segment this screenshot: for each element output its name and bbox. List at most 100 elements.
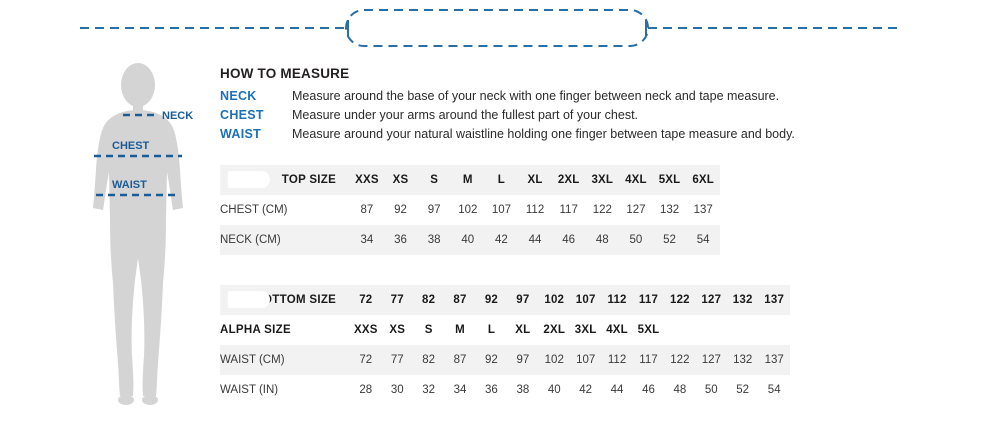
alpha-size-cell: XS	[389, 324, 406, 336]
table-row: WAIST (IN) 28 30 32 34 36 38 40 42 44 46…	[220, 375, 790, 405]
alpha-size-cell: 5XL	[637, 324, 660, 336]
table-cell: 50	[704, 384, 718, 396]
bottom-size-header-cell: 127	[701, 294, 722, 306]
table-cell: 30	[390, 384, 404, 396]
table-cell: 46	[562, 234, 576, 246]
top-size-header-cell: L	[497, 174, 506, 186]
measure-instruction-chest: CHEST Measure under your arms around the…	[220, 107, 990, 124]
bottom-size-header-cell: 102	[544, 294, 565, 306]
table-cell: 42	[495, 234, 508, 246]
measure-instruction-waist: WAIST Measure around your natural waistl…	[220, 126, 990, 143]
top-size-header-cell: 3XL	[591, 174, 614, 186]
tape-measure-graphic	[80, 9, 902, 47]
table-cell: 40	[461, 234, 475, 246]
table-cell: 82	[422, 354, 436, 366]
top-size-header-cell: 6XL	[692, 174, 715, 186]
table-cell: 34	[360, 234, 374, 246]
alpha-size-cell	[664, 315, 695, 345]
bottom-size-header-cell: 97	[516, 294, 530, 306]
figure-label-neck: NECK	[162, 110, 193, 122]
table-cell: 107	[576, 354, 596, 366]
row-label-alpha-size: ALPHA SIZE	[220, 324, 291, 336]
silhouette-shape	[93, 63, 183, 405]
row-label-chest-cm: CHEST (CM)	[220, 204, 288, 216]
table-cell: 137	[693, 204, 713, 216]
table-cell: 48	[595, 234, 609, 246]
bottom-table-header-row: BOTTOM SIZE 72 77 82 87 92 97 102 107 11…	[220, 285, 790, 315]
figure-label-waist: WAIST	[112, 179, 147, 191]
top-size-header-cell: XS	[392, 174, 409, 186]
top-size-header-cell: 5XL	[658, 174, 681, 186]
table-row: NECK (CM) 34 36 38 40 42 44 46 48 50 52 …	[220, 225, 720, 255]
table-cell: 112	[607, 354, 627, 366]
alpha-size-cell: M	[455, 324, 465, 336]
table-cell: 122	[670, 354, 690, 366]
row-label-neck-cm: NECK (CM)	[220, 234, 281, 246]
bottom-size-header-cell: 72	[359, 294, 373, 306]
bottom-size-header-cell: 82	[422, 294, 436, 306]
table-cell: 117	[559, 204, 578, 216]
table-cell: 46	[642, 384, 655, 396]
figure-label-chest: CHEST	[112, 140, 150, 152]
bottom-size-table: BOTTOM SIZE 72 77 82 87 92 97 102 107 11…	[220, 285, 790, 405]
table-cell: 72	[359, 354, 373, 366]
measurement-content: HOW TO MEASURE NECK Measure around the b…	[220, 66, 990, 405]
alpha-size-cell: 2XL	[543, 324, 566, 336]
measure-description-neck: Measure around the base of your neck wit…	[292, 89, 780, 103]
table-cell: 38	[427, 234, 441, 246]
bottom-size-header-cell: 77	[390, 294, 404, 306]
row-label-waist-in: WAIST (IN)	[220, 384, 279, 396]
alpha-size-cell: L	[487, 324, 496, 336]
table-cell: 102	[544, 354, 564, 366]
table-cell: 44	[610, 384, 624, 396]
top-size-header-label: TOP SIZE	[220, 165, 350, 195]
alpha-size-cell	[727, 315, 758, 345]
table-cell: 117	[639, 354, 658, 366]
top-table-header-row: TOP SIZE XXS XS S M L XL 2XL 3XL 4XL 5XL…	[220, 165, 720, 195]
table-row: WAIST (CM) 72 77 82 87 92 97 102 107 112…	[220, 345, 790, 375]
measure-term-waist: WAIST	[220, 127, 262, 141]
table-cell: 38	[516, 384, 530, 396]
top-size-header-cell: XL	[527, 174, 543, 186]
table-cell: 127	[626, 204, 646, 216]
bottom-size-header-cell: 122	[669, 294, 690, 306]
measure-term-chest: CHEST	[220, 108, 264, 122]
bottom-size-header-cell: 137	[764, 294, 785, 306]
table-cell: 132	[659, 204, 680, 216]
row-label-waist-cm: WAIST (CM)	[220, 354, 285, 366]
table-cell: 112	[525, 204, 545, 216]
measure-description-waist: Measure around your natural waistline ho…	[292, 127, 795, 141]
measure-description-chest: Measure under your arms around the fulle…	[292, 108, 639, 122]
table-cell: 36	[394, 234, 407, 246]
table-cell: 34	[453, 384, 467, 396]
how-to-measure-title: HOW TO MEASURE	[220, 66, 350, 81]
measure-instruction-neck: NECK Measure around the base of your nec…	[220, 88, 990, 105]
bottom-size-header-cell: 107	[575, 294, 596, 306]
table-cell: 28	[359, 384, 373, 396]
table-cell: 52	[663, 234, 676, 246]
table-cell: 50	[629, 234, 643, 246]
measure-term-neck: NECK	[220, 89, 257, 103]
tape-loop	[345, 9, 649, 47]
table-cell: 54	[767, 384, 781, 396]
alpha-size-cell: 4XL	[606, 324, 628, 336]
table-cell: 54	[696, 234, 710, 246]
table-cell: 132	[733, 354, 753, 366]
bottom-size-header-cell: 112	[607, 294, 627, 306]
alpha-size-cell	[758, 315, 790, 345]
alpha-size-cell: 3XL	[574, 324, 597, 336]
table-cell: 102	[458, 204, 478, 216]
bottom-size-header-cell: 92	[484, 294, 499, 306]
alpha-size-cell	[696, 315, 727, 345]
body-silhouette-figure: NECK CHEST WAIST	[93, 63, 193, 405]
alpha-size-cell: XL	[515, 324, 531, 336]
table-cell: 97	[427, 204, 441, 216]
bottom-size-header-cell: 117	[638, 294, 659, 306]
table-cell: 87	[453, 354, 467, 366]
top-size-header-cell: 2XL	[557, 174, 580, 186]
table-cell: 42	[579, 384, 593, 396]
table-cell: 122	[592, 204, 612, 216]
table-cell: 92	[394, 204, 407, 216]
top-size-header-cell: 4XL	[625, 174, 647, 186]
table-cell: 36	[485, 384, 498, 396]
